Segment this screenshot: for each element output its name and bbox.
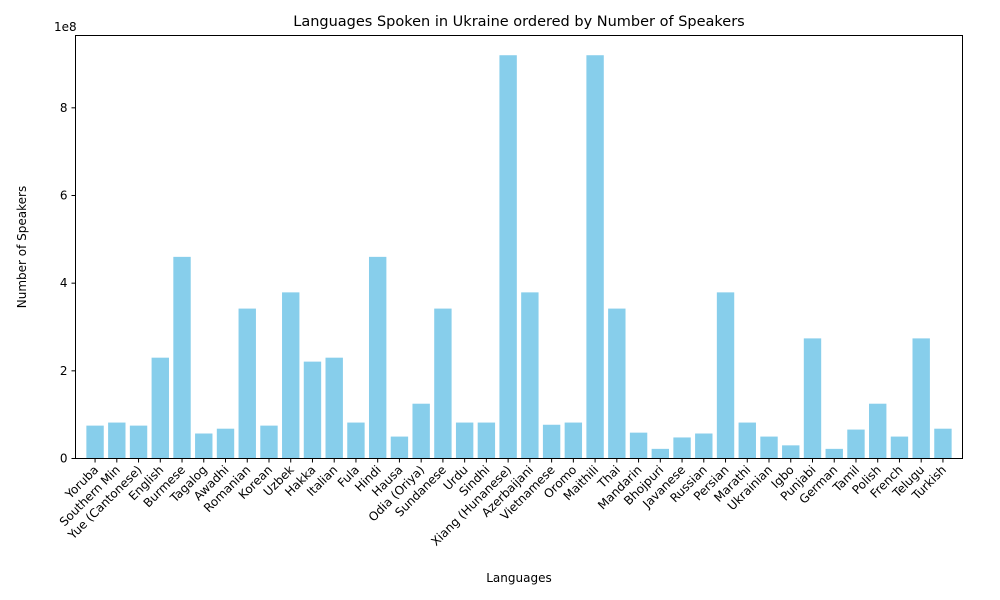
bar-italian — [325, 357, 343, 459]
bar-hakka — [303, 361, 322, 459]
bar-hindi — [368, 256, 387, 459]
bar-turkish — [934, 428, 952, 459]
bar-sundanese — [434, 308, 452, 459]
bars-layer — [86, 55, 952, 459]
bar-fula — [347, 422, 365, 459]
bar-telugu — [912, 338, 930, 459]
bar-persian — [716, 292, 735, 459]
chart-title: Languages Spoken in Ukraine ordered by N… — [293, 14, 744, 30]
bar-yoruba — [86, 425, 104, 459]
y-axis-title: Number of Speakers — [15, 186, 29, 308]
bar-ukrainian — [760, 436, 778, 459]
x-axis-title: Languages — [486, 571, 551, 585]
y-axis-ticks: 0 2 4 6 8 — [60, 101, 76, 466]
bar-sindhi — [477, 422, 496, 459]
bar-tagalog — [195, 433, 213, 459]
bar-igbo — [782, 445, 800, 459]
bar-southern-min — [108, 422, 126, 459]
bar-german — [825, 448, 843, 459]
bar-odia-oriya — [412, 403, 430, 459]
bar-xiang-hunanese — [499, 55, 517, 459]
bar-russian — [695, 433, 713, 459]
bar-punjabi — [803, 338, 822, 459]
bar-mandarin — [629, 432, 648, 459]
bar-bhojpuri — [651, 448, 670, 459]
plot-frame — [75, 35, 963, 459]
bar-urdu — [455, 422, 474, 459]
bar-polish — [869, 403, 887, 459]
y-tick-label: 8 — [60, 101, 68, 115]
y-tick-label: 0 — [60, 452, 68, 466]
bar-burmese — [173, 256, 191, 459]
y-tick-label: 2 — [60, 364, 68, 378]
y-axis-offset-label: 1e8 — [54, 20, 77, 34]
bar-vietnamese — [542, 424, 561, 459]
bar-thai — [608, 308, 626, 459]
bar-uzbek — [282, 292, 300, 459]
bar-maithili — [586, 55, 604, 459]
bar-yue-cantonese — [129, 425, 148, 459]
bar-romanian — [238, 308, 256, 459]
bar-awadhi — [216, 428, 235, 459]
bar-azerbaijani — [521, 292, 539, 459]
bar-hausa — [390, 436, 409, 459]
bar-tamil — [847, 429, 865, 459]
bar-korean — [260, 425, 278, 459]
y-tick-label: 6 — [60, 188, 68, 202]
bar-javanese — [673, 437, 691, 459]
bar-french — [890, 436, 909, 459]
bar-english — [151, 357, 169, 459]
y-tick-label: 4 — [60, 276, 68, 290]
bar-oromo — [564, 422, 583, 459]
bar-marathi — [738, 422, 756, 459]
